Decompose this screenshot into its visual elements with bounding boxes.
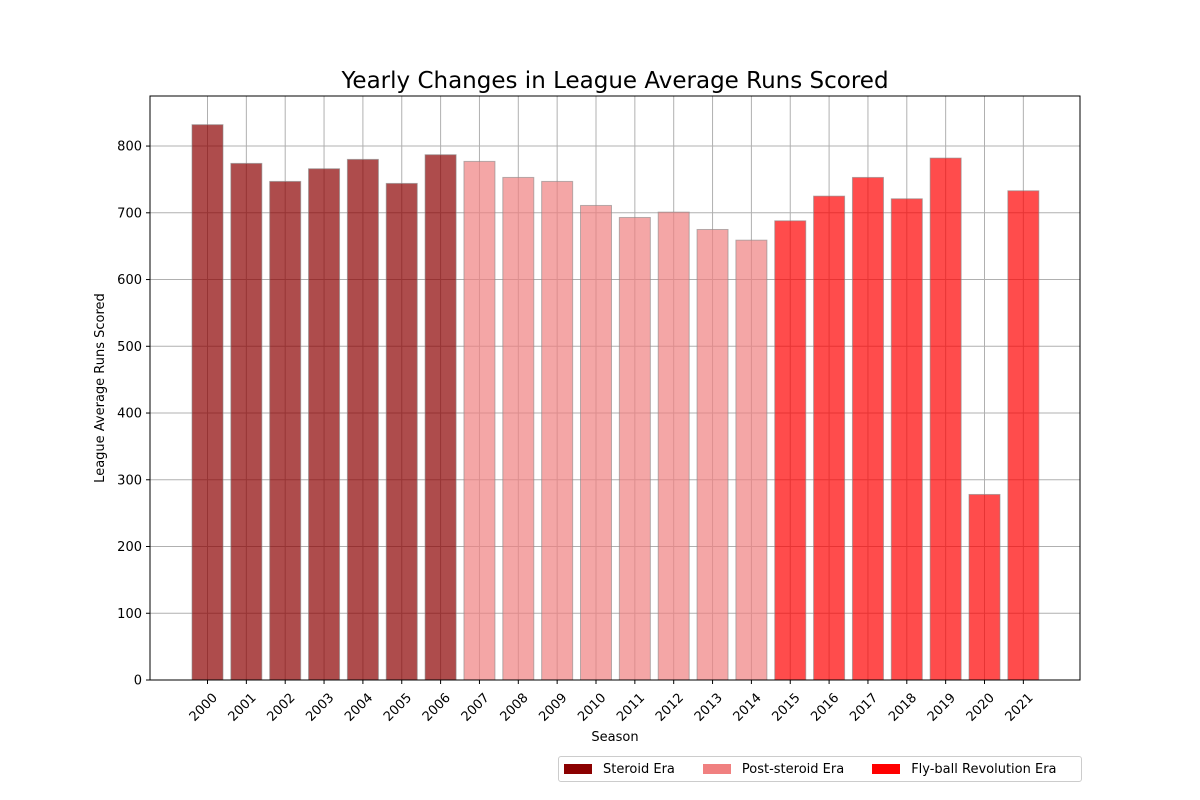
x-tick-label: 2019: [925, 691, 959, 725]
x-axis-ticks: 2000 2001 2002 2003 2004 2005 2006 2007 2008 2009…: [187, 680, 1037, 725]
legend-item-steroid-era: Steroid Era: [564, 762, 675, 777]
y-tick-label: 500: [117, 340, 142, 355]
x-tick-label: 2007: [459, 691, 493, 725]
bars: [191, 124, 1040, 681]
x-tick-label: 2017: [847, 691, 881, 725]
bar-2020: [968, 493, 1001, 681]
x-tick-label: 2001: [226, 691, 260, 725]
bar-2018: [890, 198, 923, 681]
bar-2021: [1007, 190, 1040, 681]
bar-2005: [385, 182, 418, 681]
legend-swatch: [702, 764, 731, 774]
bar-2001: [230, 162, 263, 681]
y-tick-label: 0: [134, 674, 142, 689]
y-tick-label: 600: [117, 273, 142, 288]
bar-2019: [929, 157, 962, 681]
x-tick-label: 2002: [264, 691, 298, 725]
y-tick-label: 100: [117, 607, 142, 622]
legend-swatch: [872, 764, 901, 774]
y-tick-label: 700: [117, 206, 142, 221]
chart-title: Yearly Changes in League Average Runs Sc…: [340, 68, 888, 94]
y-axis-ticks: 0 100 200 300 400 500 600 700 800: [117, 140, 150, 689]
x-tick-label: 2018: [886, 691, 920, 725]
x-tick-label: 2012: [653, 691, 687, 725]
legend: Steroid Era Post-steroid Era Fly-ball Re…: [558, 756, 1082, 782]
bar-2010: [580, 204, 612, 681]
x-tick-label: 2014: [731, 691, 765, 725]
bar-2013: [696, 228, 729, 681]
y-axis-label: League Average Runs Scored: [93, 293, 108, 483]
bar-2003: [308, 168, 341, 681]
bar-2000: [191, 124, 224, 681]
y-tick-label: 800: [117, 140, 142, 155]
bar-2008: [502, 176, 535, 681]
x-tick-label: 2006: [420, 691, 454, 725]
x-tick-label: 2000: [187, 691, 221, 725]
bar-2016: [813, 195, 846, 681]
bar-2004: [346, 158, 379, 681]
x-tick-label: 2021: [1003, 691, 1037, 725]
legend-item-fly-ball-revolution-era: Fly-ball Revolution Era: [872, 761, 1057, 777]
x-tick-label: 2010: [575, 691, 609, 725]
x-tick-label: 2005: [381, 691, 415, 725]
x-tick-label: 2009: [536, 691, 570, 725]
bar-2017: [851, 176, 884, 681]
x-tick-label: 2020: [964, 691, 998, 725]
bar-2012: [657, 211, 690, 681]
legend-label: Fly-ball Revolution Era: [911, 761, 1057, 777]
x-tick-label: 2003: [303, 691, 337, 725]
bar-2007: [463, 160, 496, 681]
x-tick-label: 2013: [692, 691, 726, 725]
x-tick-label: 2016: [808, 691, 842, 725]
x-tick-label: 2004: [342, 691, 376, 725]
legend-item-post-steroid-era: Post-steroid Era: [702, 761, 845, 777]
plot-frame: [149, 95, 1081, 681]
bar-2011: [618, 216, 651, 681]
legend-swatch: [564, 764, 592, 774]
x-tick-label: 2011: [614, 691, 648, 725]
x-axis-label: Season: [591, 730, 638, 745]
x-tick-label: 2015: [770, 691, 804, 725]
bar-2006: [424, 154, 457, 681]
y-tick-label: 400: [117, 407, 142, 422]
bar-2014: [735, 239, 768, 681]
x-tick-label: 2008: [498, 691, 532, 725]
legend-label: Steroid Era: [603, 761, 675, 777]
bar-2009: [541, 180, 574, 681]
y-tick-label: 300: [117, 473, 142, 488]
legend-label: Post-steroid Era: [741, 761, 845, 777]
bar-2015: [774, 220, 807, 681]
bar-2002: [269, 180, 302, 681]
y-tick-label: 200: [117, 540, 142, 555]
